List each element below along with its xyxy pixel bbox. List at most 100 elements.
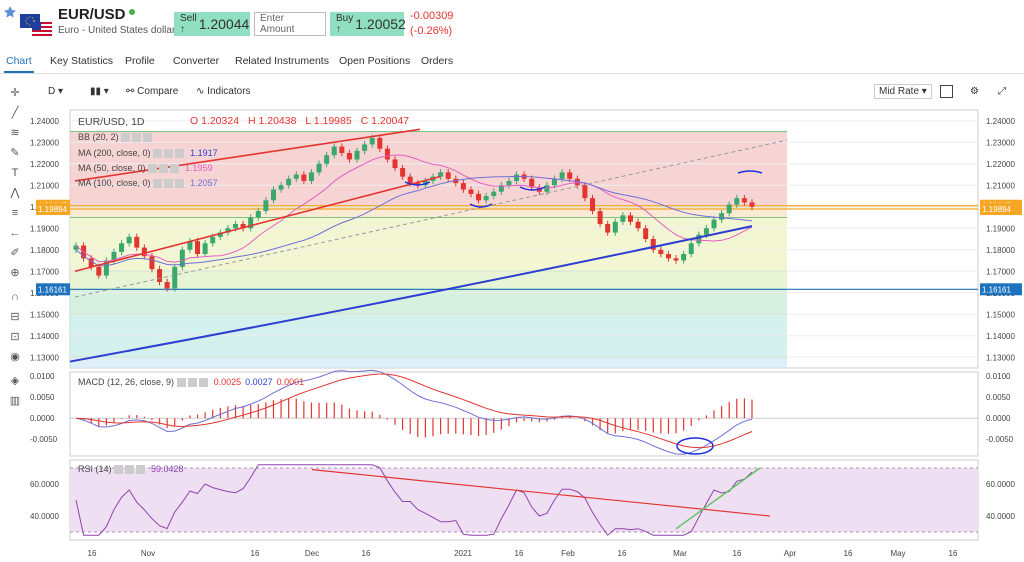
candle-body xyxy=(552,178,558,186)
y-tick-label: 1.22000 xyxy=(986,160,1015,169)
compare-icon: ⚯ xyxy=(126,86,135,97)
candle-body xyxy=(111,251,117,261)
close-icon[interactable] xyxy=(175,179,185,189)
candle-body xyxy=(696,234,702,244)
candle-body xyxy=(73,245,79,250)
trendline-icon[interactable]: ╱ xyxy=(11,107,19,119)
close-icon[interactable] xyxy=(136,465,146,475)
settings-icon[interactable] xyxy=(121,133,131,143)
settings-icon[interactable] xyxy=(176,378,186,388)
y-tick-label: 1.21000 xyxy=(986,181,1015,190)
legend-ma100: MA (100, close, 0) 1.2057 xyxy=(78,178,218,189)
hide-icon[interactable] xyxy=(164,179,174,189)
fib-icon[interactable]: ≋ xyxy=(10,127,20,139)
star-icon[interactable] xyxy=(4,6,16,18)
layers-icon[interactable]: ◈ xyxy=(10,375,20,387)
crosshair-icon[interactable]: ✛ xyxy=(10,87,20,99)
hide-icon[interactable] xyxy=(125,465,135,475)
annotation-arc xyxy=(737,170,763,174)
close-icon[interactable] xyxy=(198,378,208,388)
candle-body xyxy=(749,202,755,207)
hide-icon[interactable] xyxy=(187,378,197,388)
settings-icon[interactable] xyxy=(153,149,163,159)
candle-body xyxy=(369,137,375,145)
candle-type-button[interactable]: ▮▮ ▾ xyxy=(90,86,109,97)
interval-select[interactable]: D ▾ xyxy=(48,86,64,97)
candle-body xyxy=(119,243,125,252)
tab-profile[interactable]: Profile xyxy=(125,55,155,67)
fullscreen-box-icon[interactable] xyxy=(940,85,953,98)
legend-macd: MACD (12, 26, close, 9) 0.0025 0.0027 0.00… xyxy=(78,377,305,388)
settings-icon[interactable] xyxy=(153,179,163,189)
settings-icon[interactable] xyxy=(148,164,158,174)
amount-input[interactable]: Enter Amount xyxy=(254,12,326,36)
tab-orders[interactable]: Orders xyxy=(421,55,454,67)
legend-ma200: MA (200, close, 0) 1.1917 xyxy=(78,148,218,159)
tab-chart[interactable]: Chart xyxy=(6,55,32,67)
price-change-percent: (-0.26%) xyxy=(410,25,453,37)
close-icon[interactable] xyxy=(175,149,185,159)
y-tick-label: 1.13000 xyxy=(986,353,1015,362)
candle-body xyxy=(172,266,178,289)
text-icon[interactable]: T xyxy=(11,167,19,179)
candle-body xyxy=(438,172,444,177)
expand-icon[interactable]: ⤢ xyxy=(998,86,1006,97)
candle-body xyxy=(719,213,725,220)
buy-button[interactable]: Buy ↑ 1.20052 xyxy=(330,12,406,36)
x-tick-label: 16 xyxy=(733,549,742,558)
y-tick-label-left: 1.23000 xyxy=(30,138,59,147)
close-icon[interactable] xyxy=(143,133,153,143)
eu-us-flag-icon xyxy=(20,14,52,36)
candle-body xyxy=(346,153,352,160)
lock-icon[interactable]: ⊟ xyxy=(10,311,20,323)
candle-body xyxy=(605,223,611,233)
brush-icon[interactable]: ✎ xyxy=(10,147,20,159)
hide-icon[interactable] xyxy=(164,149,174,159)
tab-key-statistics[interactable]: Key Statistics xyxy=(50,55,114,67)
candle-body xyxy=(483,196,489,201)
chart-title: EUR/USD, 1D xyxy=(78,116,145,128)
tab-open-positions[interactable]: Open Positions xyxy=(339,55,411,67)
eye-icon[interactable]: ◉ xyxy=(10,351,20,363)
candle-body xyxy=(286,178,292,186)
macd-tick-label-left: 0.0000 xyxy=(30,414,55,423)
pencil-icon[interactable]: ✐ xyxy=(10,247,20,259)
annotation-arc xyxy=(519,186,546,191)
rate-select[interactable]: Mid Rate ▾ xyxy=(874,84,932,99)
unlock-icon[interactable]: ⊡ xyxy=(10,331,20,343)
hide-icon[interactable] xyxy=(132,133,142,143)
sell-button[interactable]: Sell ↑ 1.20044 xyxy=(174,12,250,36)
tab-converter[interactable]: Converter xyxy=(173,55,220,67)
candle-body xyxy=(187,241,193,250)
candle-body xyxy=(195,241,201,255)
tab-related-instruments[interactable]: Related Instruments xyxy=(235,55,329,67)
trash-icon[interactable]: ▥ xyxy=(9,395,21,407)
rsi-tick-label-left: 60.0000 xyxy=(30,480,59,489)
ruler-icon[interactable]: ≡ xyxy=(11,207,19,219)
rsi-band xyxy=(70,468,978,532)
close-icon[interactable] xyxy=(170,164,180,174)
macd-tick-label-left: -0.0050 xyxy=(30,435,58,444)
x-tick-label: Apr xyxy=(784,549,797,558)
candle-body xyxy=(103,260,109,276)
settings-icon[interactable] xyxy=(114,465,124,475)
x-tick-label: 16 xyxy=(362,549,371,558)
pattern-icon[interactable]: ⋀ xyxy=(10,187,20,199)
back-arrow-icon[interactable]: ← xyxy=(9,227,21,239)
zoom-icon[interactable]: ⊕ xyxy=(10,267,20,279)
indicators-button[interactable]: ∿ Indicators xyxy=(196,86,251,97)
candle-body xyxy=(240,223,246,229)
candle-body xyxy=(726,204,732,214)
price-label-box xyxy=(980,203,1022,216)
magnet-icon[interactable]: ∩ xyxy=(11,291,19,303)
fib-zone xyxy=(70,131,787,207)
y-tick-label-left: 1.13000 xyxy=(30,353,59,362)
gear-icon[interactable]: ⚙ xyxy=(970,86,979,97)
macd-line xyxy=(75,369,753,455)
hide-icon[interactable] xyxy=(159,164,169,174)
candle-body xyxy=(179,249,185,267)
compare-button[interactable]: ⚯ Compare xyxy=(126,86,179,97)
candle-body xyxy=(643,228,649,239)
annotation-arc xyxy=(404,181,431,186)
